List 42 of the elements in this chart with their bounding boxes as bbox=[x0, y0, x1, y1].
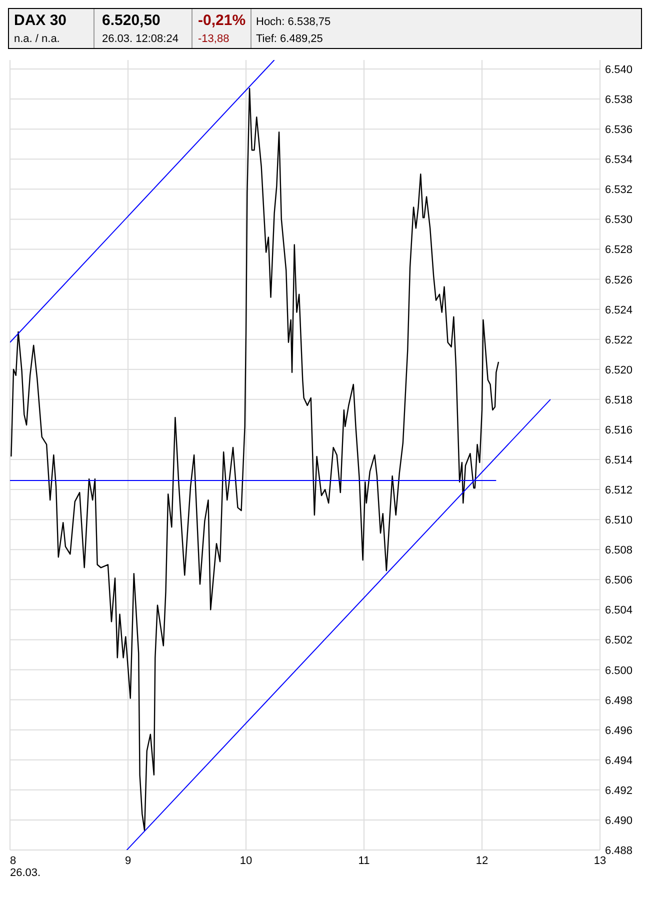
text: -0,21% bbox=[198, 12, 246, 29]
y-tick-label: 6.498 bbox=[605, 694, 633, 707]
y-tick-label: 6.526 bbox=[605, 274, 633, 286]
text: -13,88 bbox=[198, 33, 230, 45]
x-tick-label: 11 bbox=[358, 855, 370, 867]
chart-title: DAX 30 bbox=[14, 12, 67, 29]
x-tick-label: 12 bbox=[476, 855, 488, 867]
text: 26.03. 12:08:24 bbox=[102, 33, 178, 45]
text: Hoch: 6.538,75 bbox=[256, 16, 331, 28]
line-series bbox=[10, 88, 500, 832]
y-tick-label: 6.524 bbox=[605, 304, 633, 316]
y-tick-label: 6.488 bbox=[605, 845, 633, 857]
y-tick-label: 6.502 bbox=[605, 634, 633, 647]
text: 6.520,50 bbox=[102, 12, 160, 29]
y-tick-label: 6.504 bbox=[605, 604, 633, 617]
y-tick-label: 6.510 bbox=[605, 514, 633, 527]
x-tick-label: 8 26.03. bbox=[10, 855, 41, 879]
y-tick-label: 6.500 bbox=[605, 664, 633, 677]
y-tick-label: 6.508 bbox=[605, 544, 633, 557]
y-tick-label: 6.518 bbox=[605, 394, 633, 406]
text: Tief: 6.489,25 bbox=[256, 33, 323, 45]
y-tick-label: 6.540 bbox=[605, 64, 633, 76]
x-tick-label: 9 bbox=[124, 855, 132, 867]
y-tick-label: 6.528 bbox=[605, 244, 633, 256]
y-tick-label: 6.506 bbox=[605, 574, 633, 587]
y-tick-label: 6.522 bbox=[605, 334, 633, 346]
y-tick-label: 6.520 bbox=[605, 364, 633, 376]
text: n.a. / n.a. bbox=[14, 33, 60, 45]
y-tick-label: 6.534 bbox=[605, 154, 633, 166]
y-tick-label: 6.494 bbox=[605, 754, 633, 767]
y-tick-label: 6.490 bbox=[605, 814, 633, 827]
x-tick-label: 13 bbox=[594, 855, 606, 867]
y-tick-label: 6.536 bbox=[605, 124, 633, 136]
y-tick-label: 6.538 bbox=[605, 94, 633, 106]
y-tick-label: 6.516 bbox=[605, 424, 633, 436]
y-tick-label: 6.532 bbox=[605, 184, 633, 196]
y-tick-label: 6.496 bbox=[605, 724, 633, 737]
y-tick-label: 6.512 bbox=[605, 484, 633, 497]
y-tick-label: 6.514 bbox=[605, 454, 633, 467]
x-tick-label: 10 bbox=[240, 855, 252, 867]
y-tick-label: 6.492 bbox=[605, 784, 633, 797]
y-tick-label: 6.530 bbox=[605, 214, 633, 226]
